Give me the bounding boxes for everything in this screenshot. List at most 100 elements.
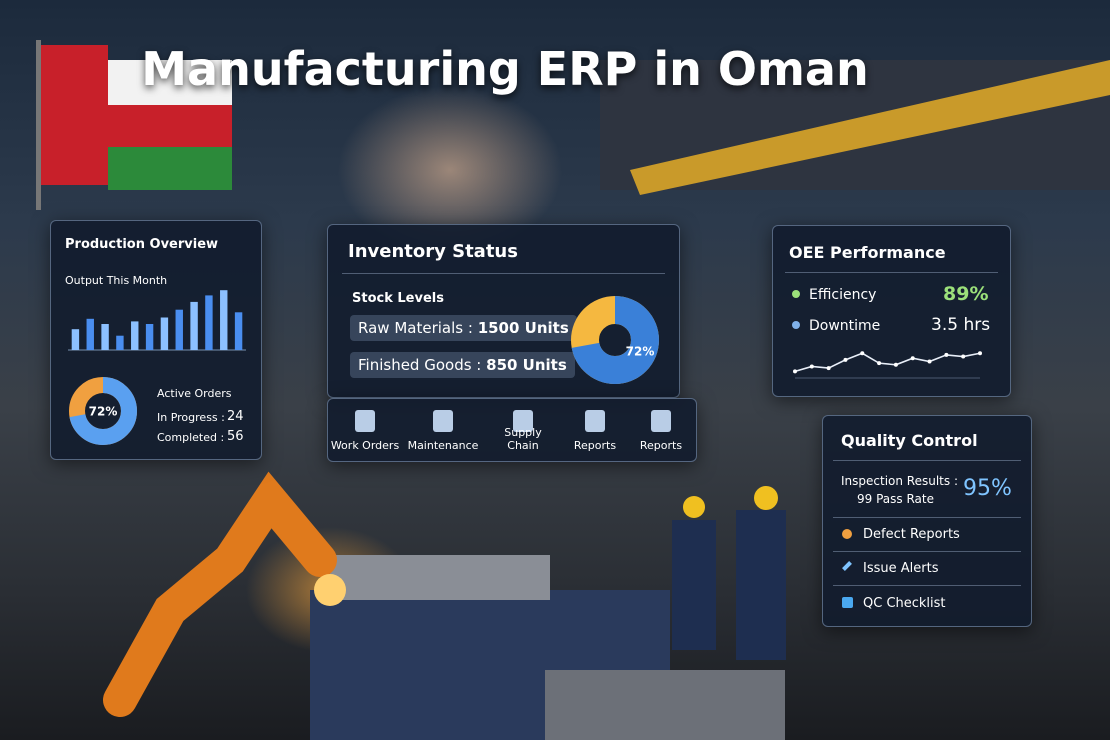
trend-point	[978, 351, 982, 356]
helmet	[683, 496, 705, 518]
trend-point	[944, 352, 949, 357]
trend-point	[910, 356, 915, 361]
sparks	[314, 574, 346, 606]
trend-point	[860, 351, 865, 356]
panel-title: Quality Control	[841, 431, 978, 450]
donut-arc	[69, 377, 137, 445]
icon	[651, 410, 671, 432]
module[interactable]: Reports	[559, 398, 631, 460]
separator	[833, 551, 1021, 552]
metric-value: 89%	[943, 283, 989, 305]
module-label: Maintenance	[407, 439, 479, 452]
bar	[190, 301, 198, 350]
trend-point	[809, 364, 814, 369]
trend-point	[793, 369, 797, 374]
module-label: Work Orders	[330, 439, 400, 452]
modules-bar	[327, 398, 697, 462]
stock-label: Finished Goods :	[358, 356, 482, 374]
bullet	[842, 597, 853, 608]
stock-value: 850 Units	[486, 356, 567, 374]
trend-point	[826, 366, 831, 371]
worker	[736, 510, 786, 660]
qc-link[interactable]: Defect Reports	[863, 527, 960, 542]
orders-label: Completed :	[157, 431, 225, 444]
panel-title: Production Overview	[65, 237, 219, 252]
icon	[355, 410, 375, 432]
flag-red	[108, 105, 232, 147]
qc-link[interactable]: QC Checklist	[863, 596, 946, 611]
module[interactable]: Maintenance	[407, 398, 479, 460]
chart-title: Output This Month	[65, 274, 168, 287]
metal-parts	[330, 555, 550, 600]
flag-green	[108, 147, 232, 190]
trend-line	[794, 352, 981, 373]
separator	[833, 585, 1021, 586]
icon	[585, 410, 605, 432]
flag-hoist	[40, 45, 108, 185]
robot-arm	[103, 471, 337, 717]
metric-label: Downtime	[809, 318, 881, 334]
inspection-label: Inspection Results :	[841, 474, 958, 488]
bar	[234, 312, 243, 350]
crane-beam	[630, 60, 1110, 195]
stock-row: Finished Goods : 850 Units	[350, 352, 575, 378]
inspection-value: 95%	[963, 476, 1012, 501]
bullet	[842, 561, 852, 571]
bullet	[842, 529, 852, 539]
qc-link[interactable]: Issue Alerts	[863, 561, 939, 576]
trend-point	[893, 362, 898, 367]
panel-title: Inventory Status	[348, 241, 518, 262]
orders-label: In Progress :	[157, 411, 225, 424]
orders-title: Active Orders	[157, 387, 232, 400]
quality-panel: Quality Control Inspection Results : 99 …	[822, 415, 1032, 627]
panel-title: OEE Performance	[789, 243, 946, 262]
helmet	[754, 486, 778, 510]
donut-arc	[571, 296, 659, 384]
module[interactable]: Work Orders	[329, 398, 401, 460]
trend-point	[843, 357, 848, 362]
module-label: Reports	[639, 439, 683, 452]
workbench	[545, 670, 785, 740]
orders-value: 24	[227, 409, 244, 424]
stock-label: Raw Materials :	[358, 319, 473, 337]
donut-label: 72%	[89, 405, 118, 419]
bar	[175, 309, 183, 350]
bar	[131, 321, 139, 350]
bullet	[792, 290, 800, 298]
page-title: Manufacturing ERP in Oman	[141, 42, 869, 96]
trend-point	[961, 354, 966, 359]
icon	[513, 410, 533, 432]
subtitle: Stock Levels	[352, 291, 444, 306]
trend-point	[877, 361, 882, 366]
metric-value: 3.5 hrs	[931, 315, 991, 335]
bullet	[792, 321, 800, 329]
bar	[205, 295, 213, 350]
flag-white	[108, 60, 232, 105]
module[interactable]: Reports	[625, 398, 697, 460]
module[interactable]: Supply Chain	[487, 398, 559, 460]
separator	[342, 273, 665, 274]
bar	[116, 335, 124, 350]
inspection-sub: 99 Pass Rate	[857, 492, 934, 506]
icon	[433, 410, 453, 432]
separator	[833, 460, 1021, 461]
bar	[86, 318, 94, 350]
stock-value: 1500 Units	[477, 319, 569, 337]
worker	[672, 520, 716, 650]
donut-label: 72%	[626, 345, 655, 359]
module-label: Supply Chain	[504, 426, 542, 452]
separator	[833, 517, 1021, 518]
module-label: Reports	[573, 439, 617, 452]
bar	[220, 290, 228, 350]
orders-value: 56	[227, 429, 244, 444]
trend-point	[927, 359, 932, 364]
separator	[785, 272, 998, 273]
metric-label: Efficiency	[809, 287, 877, 303]
bar	[160, 317, 169, 350]
bar	[145, 324, 154, 350]
flag-pole	[36, 40, 41, 210]
bar	[101, 324, 109, 350]
